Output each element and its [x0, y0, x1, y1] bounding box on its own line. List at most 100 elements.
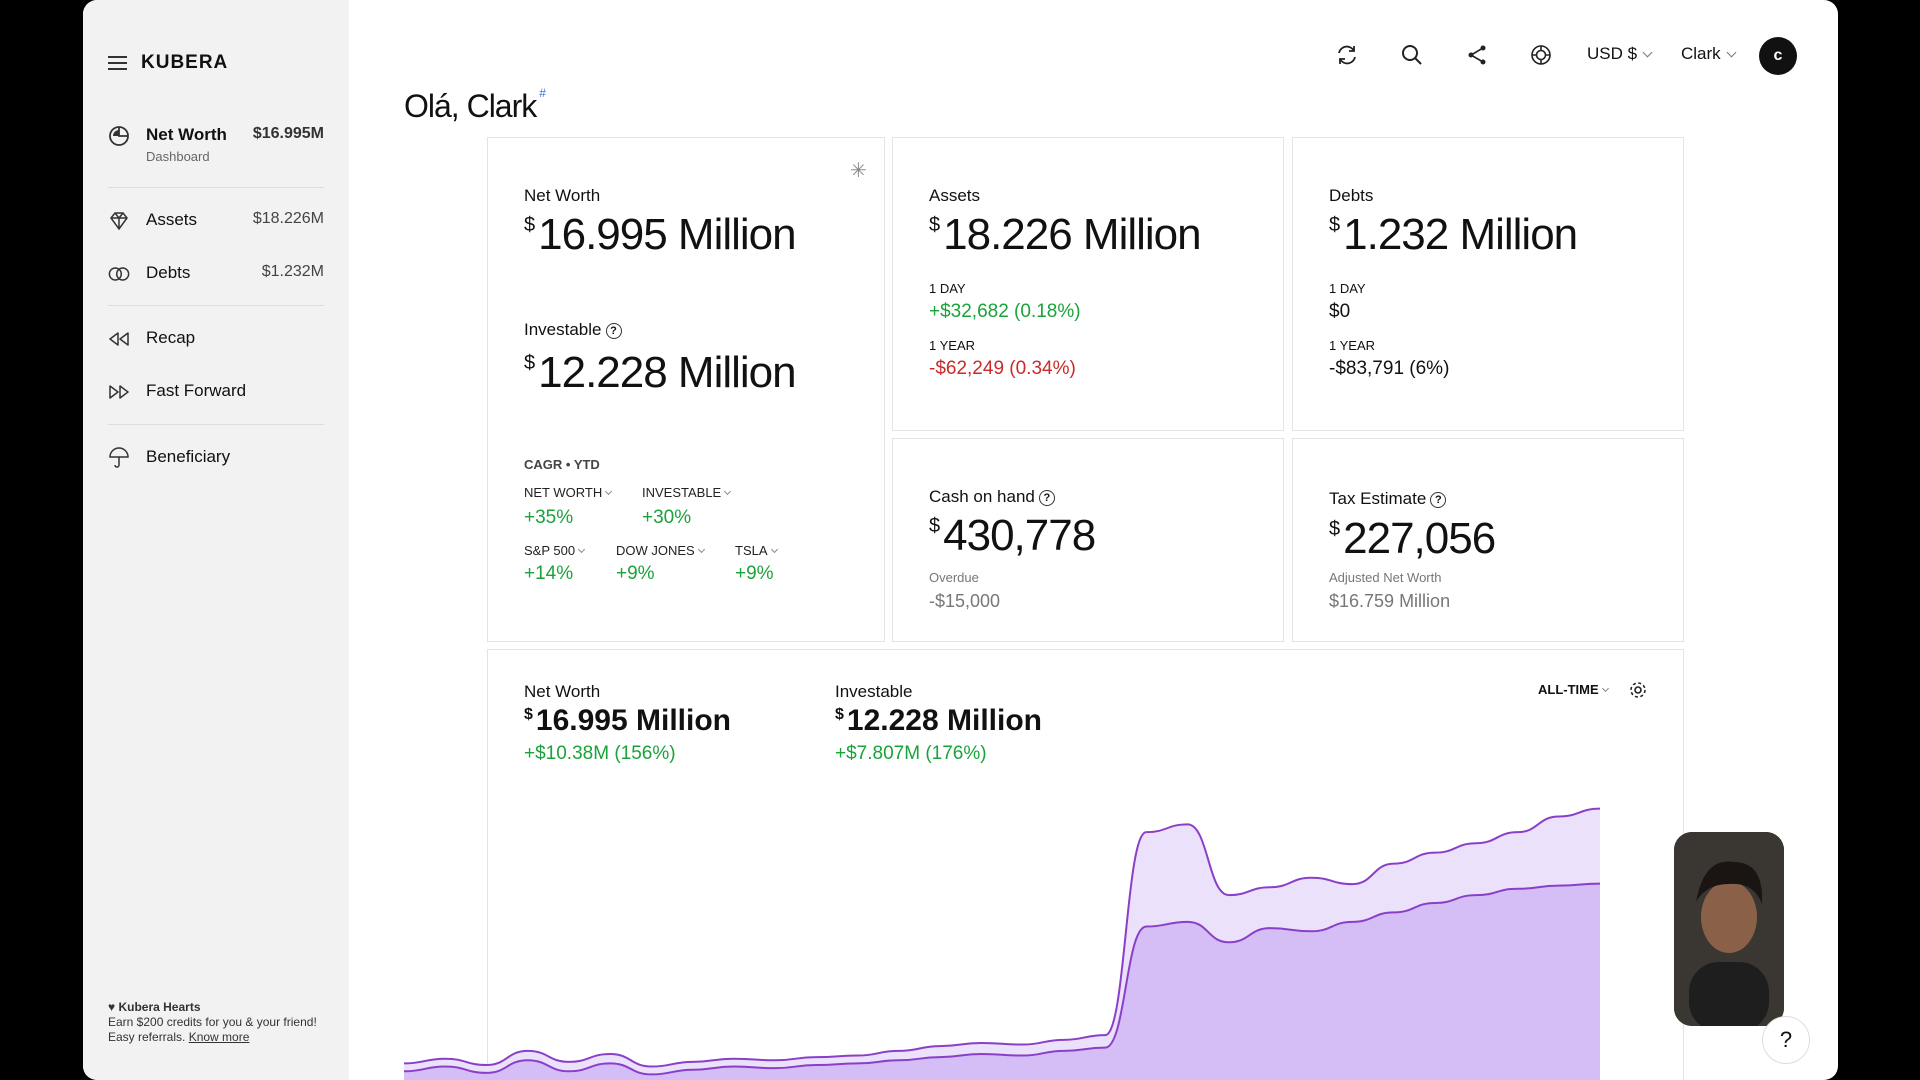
year-label: 1 YEAR	[929, 338, 976, 353]
chart-networth-label: Net Worth	[524, 682, 601, 701]
range-selector[interactable]: ALL-TIME	[1538, 682, 1609, 697]
search-icon[interactable]	[1399, 42, 1425, 68]
hearts-title: ♥ Kubera Hearts	[108, 1000, 201, 1014]
rewind-icon	[108, 328, 130, 350]
sidebar-item-net-worth[interactable]: Net Worth Dashboard $16.995M	[108, 125, 324, 164]
cagr-value: +35%	[524, 507, 574, 528]
day-label: 1 DAY	[929, 281, 966, 296]
menu-icon[interactable]	[108, 56, 127, 70]
assets-card[interactable]: Assets $18.226 Million 1 DAY +$32,682 (0…	[892, 137, 1284, 431]
cagr-key-investable[interactable]: INVESTABLE	[642, 485, 732, 500]
refresh-icon[interactable]	[1334, 42, 1360, 68]
chart-investable-value: $12.228 Million	[835, 704, 1042, 737]
investable-title: Investable?	[524, 320, 622, 340]
cash-value: $430,778	[929, 511, 1096, 560]
cagr-key-tsla[interactable]: TSLA	[735, 543, 778, 558]
adjusted-net-worth-value: $16.759 Million	[1329, 591, 1451, 611]
card-title: Cash on hand?	[929, 487, 1055, 507]
logo: KUBERA	[141, 52, 229, 73]
cagr-key-sp500[interactable]: S&P 500	[524, 543, 586, 558]
net-worth-card[interactable]: ✳ Net Worth $16.995 Million Investable? …	[487, 137, 885, 642]
sidebar-item-value: $1.232M	[261, 263, 324, 280]
currency-selector[interactable]: USD $	[1587, 44, 1653, 64]
sidebar-item-label: Net Worth	[146, 125, 227, 144]
cagr-key-networth[interactable]: NET WORTH	[524, 485, 613, 500]
ai-assistant-icon[interactable]	[1528, 42, 1554, 68]
cagr-value: +30%	[642, 507, 692, 528]
help-button[interactable]: ?	[1762, 1016, 1810, 1064]
chart-investable-change: +$7.807M (176%)	[835, 743, 987, 764]
sidebar: KUBERA Net Worth Dashboard $16.995M Asse…	[83, 0, 349, 1080]
sidebar-item-recap[interactable]: Recap	[108, 328, 324, 350]
user-menu[interactable]: Clark	[1681, 44, 1737, 64]
sidebar-item-fast-forward[interactable]: Fast Forward	[108, 381, 324, 403]
chart-networth-value: $16.995 Million	[524, 704, 731, 737]
sidebar-item-label: Recap	[146, 328, 196, 347]
overdue-label: Overdue	[929, 570, 979, 585]
cagr-title: CAGR • YTD	[524, 457, 600, 472]
gear-icon[interactable]	[1628, 680, 1648, 705]
assets-value: $18.226 Million	[929, 210, 1202, 259]
chevron-down-icon	[1726, 47, 1737, 57]
net-worth-value: $16.995 Million	[524, 210, 797, 259]
asterisk-icon[interactable]: ✳	[850, 160, 867, 182]
chart-investable-label: Investable	[835, 682, 913, 701]
hearts-text: Earn $200 credits for you & your friend!…	[108, 1015, 317, 1044]
sidebar-item-label: Assets	[146, 210, 198, 229]
help-icon[interactable]: ?	[1430, 491, 1447, 508]
overdue-value: -$15,000	[929, 591, 1001, 611]
help-icon[interactable]: ?	[605, 322, 622, 339]
help-icon[interactable]: ?	[1038, 489, 1055, 506]
fast-forward-icon	[108, 381, 130, 403]
share-icon[interactable]	[1464, 42, 1490, 68]
year-change: -$62,249 (0.34%)	[929, 358, 1076, 379]
sidebar-item-label: Beneficiary	[146, 447, 231, 466]
debts-value: $1.232 Million	[1329, 210, 1578, 259]
year-change: -$83,791 (6%)	[1329, 358, 1450, 379]
cagr-value: +9%	[616, 563, 655, 584]
sidebar-item-assets[interactable]: Assets $18.226M	[108, 210, 324, 232]
tax-estimate-card[interactable]: Tax Estimate? $227,056 Adjusted Net Wort…	[1292, 438, 1684, 642]
chart-networth-change: +$10.38M (156%)	[524, 743, 676, 764]
card-title: Assets	[929, 186, 981, 205]
diamond-icon	[108, 210, 130, 232]
divider	[108, 187, 324, 188]
card-title: Debts	[1329, 186, 1374, 205]
day-change: +$32,682 (0.18%)	[929, 301, 1081, 322]
day-change: $0	[1329, 301, 1351, 322]
umbrella-icon	[108, 447, 130, 469]
sidebar-item-value: $16.995M	[252, 125, 324, 142]
debts-card[interactable]: Debts $1.232 Million 1 DAY $0 1 YEAR -$8…	[1292, 137, 1684, 431]
card-title: Tax Estimate?	[1329, 489, 1447, 509]
investable-line	[404, 882, 1600, 1076]
pie-chart-icon	[108, 125, 130, 147]
adjusted-net-worth-label: Adjusted Net Worth	[1329, 570, 1442, 585]
divider	[108, 424, 324, 425]
avatar[interactable]: c	[1759, 37, 1797, 75]
currency-label: USD $	[1587, 44, 1638, 63]
sidebar-item-debts[interactable]: Debts $1.232M	[108, 263, 324, 285]
sidebar-item-value: $18.226M	[252, 210, 324, 227]
sidebar-item-label: Fast Forward	[146, 381, 247, 400]
sidebar-item-sub: Dashboard	[146, 149, 210, 164]
linked-circles-icon	[108, 263, 130, 285]
user-name: Clark	[1681, 44, 1721, 63]
know-more-link[interactable]: Know more	[188, 1030, 250, 1044]
investable-value: $12.228 Million	[524, 348, 797, 397]
sidebar-item-beneficiary[interactable]: Beneficiary	[108, 447, 324, 469]
greeting-mark: #	[539, 86, 546, 100]
day-label: 1 DAY	[1329, 281, 1366, 296]
card-title: Net Worth	[524, 186, 601, 205]
networth-area-chart	[404, 807, 1600, 1080]
divider	[108, 305, 324, 306]
year-label: 1 YEAR	[1329, 338, 1376, 353]
greeting: Olá, Clark #	[404, 86, 546, 125]
greeting-text: Olá, Clark	[404, 88, 537, 124]
kubera-hearts: ♥ Kubera Hearts Earn $200 credits for yo…	[108, 1000, 318, 1045]
cash-on-hand-card[interactable]: Cash on hand? $430,778 Overdue -$15,000	[892, 438, 1284, 642]
cagr-value: +9%	[735, 563, 774, 584]
tax-value: $227,056	[1329, 514, 1496, 563]
cagr-key-dow-jones[interactable]: DOW JONES	[616, 543, 705, 558]
sidebar-item-label: Debts	[146, 263, 191, 282]
networth-line	[404, 807, 1600, 1068]
